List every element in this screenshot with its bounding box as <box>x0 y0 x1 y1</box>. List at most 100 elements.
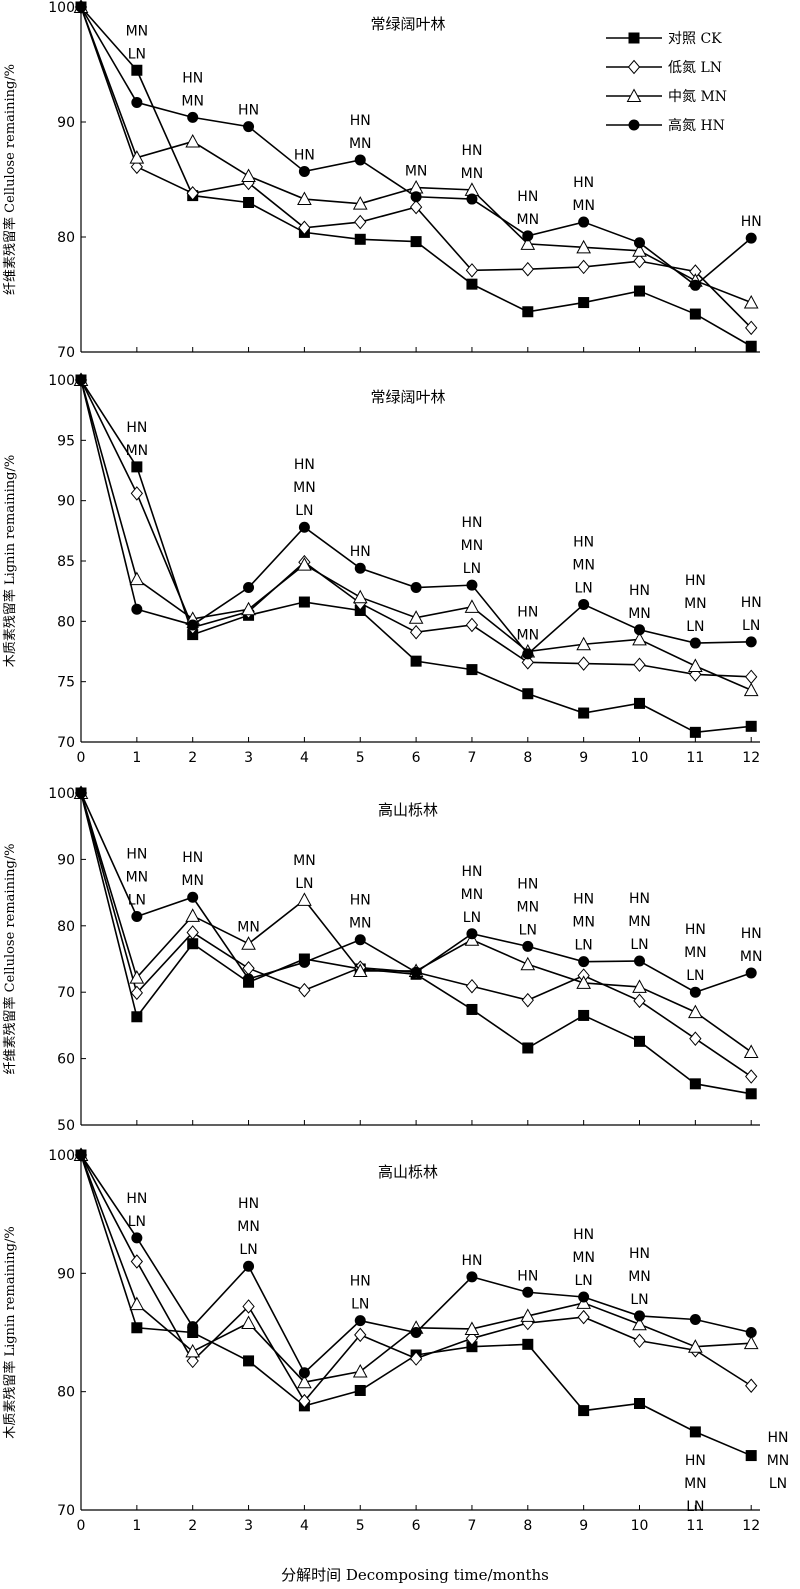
legend-square-icon <box>628 32 640 44</box>
chart-title: 高山栎林 <box>378 1163 438 1181</box>
triangle-point <box>352 196 368 210</box>
circle-point <box>354 562 366 574</box>
series-circle <box>75 1 757 291</box>
significance-label: LN <box>295 876 313 892</box>
significance-label: LN <box>575 580 593 596</box>
y-tick-label: 80 <box>57 230 75 246</box>
square-point <box>466 664 478 676</box>
triangle-point <box>632 1316 647 1331</box>
y-tick-label: 80 <box>57 1385 75 1401</box>
significance-label: LN <box>519 922 537 938</box>
x-tick-label: 2 <box>188 1518 197 1534</box>
square-point <box>410 655 422 667</box>
diamond-point <box>521 655 534 670</box>
y-tick-label: 80 <box>57 919 75 935</box>
significance-label: HN <box>350 893 371 909</box>
triangle-point <box>576 975 591 989</box>
triangle-point <box>632 979 647 993</box>
x-tick-label: 1 <box>132 1518 141 1534</box>
diamond-point <box>689 1031 702 1046</box>
triangle-point <box>297 557 312 571</box>
circle-point <box>298 1367 310 1379</box>
significance-label: HN <box>350 113 371 129</box>
y-tick-label: 70 <box>57 735 75 751</box>
significance-label: MN <box>572 1250 595 1266</box>
series-line <box>80 792 752 994</box>
triangle-point <box>520 1308 536 1322</box>
y-tick-label: 90 <box>57 115 75 131</box>
circle-point <box>410 582 422 594</box>
significance-label: HN <box>629 583 650 599</box>
y-tick-label: 70 <box>57 345 75 361</box>
significance-label: MN <box>126 870 149 886</box>
significance-label: HN <box>685 1453 706 1469</box>
square-point <box>131 1322 143 1334</box>
triangle-point <box>743 1335 759 1350</box>
y-tick-label: 70 <box>57 1503 75 1519</box>
significance-label: HN <box>517 1268 538 1284</box>
diamond-point <box>409 199 423 215</box>
significance-label: MN <box>517 899 540 915</box>
circle-point <box>634 237 645 249</box>
circle-point <box>745 967 757 979</box>
significance-label: MN <box>237 1219 260 1235</box>
triangle-point <box>576 636 591 651</box>
x-tick-label: 8 <box>523 750 532 766</box>
circle-point <box>298 956 310 968</box>
series-line <box>80 792 752 1078</box>
x-tick-label: 8 <box>523 1518 532 1534</box>
square-point <box>578 1405 590 1417</box>
diamond-point <box>521 992 534 1008</box>
square-point <box>522 1042 534 1054</box>
y-axis-label: 木质素残留率 Lignin remaining/% <box>2 1226 18 1438</box>
significance-label: HN <box>685 573 706 589</box>
legend-circle-icon <box>628 119 640 131</box>
significance-label: MN <box>628 606 651 622</box>
significance-label: MN <box>181 93 204 109</box>
diamond-point <box>242 1299 255 1314</box>
significance-label: MN <box>237 920 260 936</box>
circle-point <box>689 986 701 998</box>
significance-label: HN <box>294 457 315 473</box>
square-point <box>354 233 366 245</box>
circle-point <box>578 1291 590 1303</box>
circle-point <box>75 1149 87 1161</box>
triangle-point <box>632 631 647 646</box>
y-tick-label: 85 <box>57 554 75 570</box>
legend-diamond-icon <box>627 59 641 75</box>
significance-label: MN <box>181 873 204 889</box>
series-triangle <box>73 0 759 309</box>
series-line <box>80 1154 752 1457</box>
square-point <box>298 596 310 608</box>
triangle-point <box>297 191 312 206</box>
significance-label: LN <box>630 937 648 953</box>
significance-label: LN <box>575 1273 593 1289</box>
triangle-point <box>520 236 536 250</box>
diamond-point <box>577 656 590 671</box>
significance-label: HN <box>182 850 203 866</box>
significance-label: MN <box>461 887 484 903</box>
circle-point <box>745 1327 757 1338</box>
y-tick-label: 50 <box>57 1118 75 1134</box>
circle-point <box>466 1271 478 1283</box>
series-circle <box>75 374 757 660</box>
x-tick-label: 10 <box>631 1518 649 1534</box>
circle-point <box>634 1310 645 1322</box>
x-tick-label: 6 <box>412 1518 421 1534</box>
triangle-point <box>352 589 368 604</box>
circle-point <box>745 232 757 244</box>
y-tick-label: 100 <box>48 1148 75 1164</box>
series-square <box>75 374 757 738</box>
y-axis-label: 纤维素残留率 Cellulose remaining/% <box>2 64 18 295</box>
circle-point <box>410 191 422 203</box>
diamond-point <box>633 1333 646 1349</box>
circle-point <box>522 1286 534 1298</box>
significance-label: LN <box>463 910 481 926</box>
significance-label: HN <box>126 420 147 436</box>
triangle-point <box>297 1374 312 1389</box>
y-tick-label: 95 <box>57 433 75 449</box>
circle-point <box>522 940 534 952</box>
y-tick-label: 100 <box>48 786 75 802</box>
triangle-point <box>743 295 759 309</box>
